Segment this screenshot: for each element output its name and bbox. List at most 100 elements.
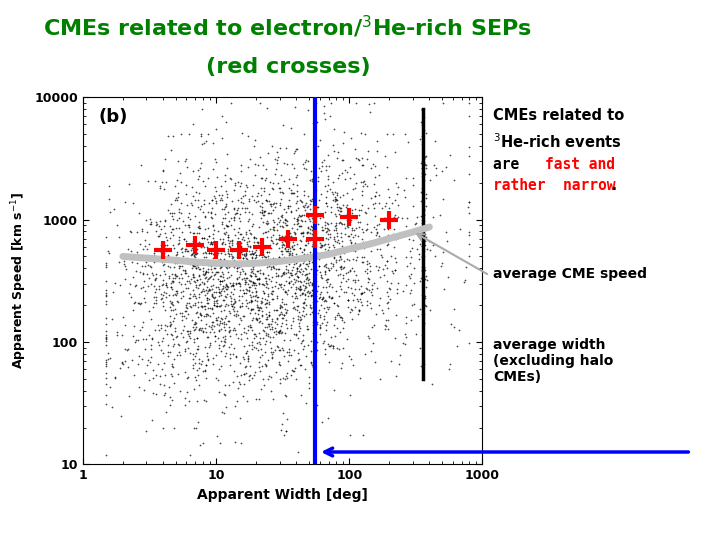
Point xyxy=(256,260,268,269)
Point xyxy=(210,268,222,276)
Point xyxy=(241,238,253,247)
Point xyxy=(235,248,247,256)
Point xyxy=(414,230,426,239)
Point xyxy=(238,327,250,336)
Point xyxy=(221,200,233,209)
Point xyxy=(458,278,469,286)
Point xyxy=(264,319,275,328)
Point xyxy=(320,276,331,285)
Point xyxy=(333,239,345,247)
Point xyxy=(242,303,253,312)
Point xyxy=(207,275,219,284)
Point xyxy=(176,293,187,302)
Point xyxy=(274,257,286,266)
Point xyxy=(255,296,266,305)
Point xyxy=(300,241,312,249)
Point xyxy=(382,288,393,297)
Point xyxy=(247,181,258,190)
Point xyxy=(228,225,240,233)
Point xyxy=(237,299,248,307)
Point xyxy=(137,269,148,278)
Point xyxy=(279,281,290,290)
Point xyxy=(274,187,286,196)
Point xyxy=(222,231,234,240)
Point xyxy=(207,214,218,223)
Point xyxy=(337,139,348,147)
Point xyxy=(443,365,454,374)
Point xyxy=(364,99,375,108)
Point xyxy=(102,247,114,255)
Point xyxy=(309,170,320,179)
Point xyxy=(166,282,177,291)
Point xyxy=(232,334,243,342)
Point xyxy=(348,255,359,264)
Point xyxy=(416,120,428,129)
Point xyxy=(280,216,292,225)
Point xyxy=(222,233,234,241)
Point xyxy=(192,334,203,342)
Point xyxy=(206,289,217,298)
Point xyxy=(215,194,227,202)
Point xyxy=(266,295,278,303)
Point xyxy=(178,322,189,330)
Point xyxy=(395,351,406,360)
Point xyxy=(290,254,302,263)
Point xyxy=(282,306,293,314)
Point xyxy=(197,269,209,278)
Point xyxy=(373,238,384,246)
Point xyxy=(365,347,377,356)
Point xyxy=(280,308,292,317)
Point xyxy=(352,276,364,285)
Point xyxy=(224,278,235,287)
Point xyxy=(218,390,230,399)
Point xyxy=(419,294,431,302)
Point xyxy=(252,238,264,246)
Point xyxy=(184,450,196,459)
Point xyxy=(302,254,314,263)
Point xyxy=(295,197,307,206)
Point xyxy=(220,201,232,210)
Point xyxy=(215,314,227,322)
Point xyxy=(332,232,343,240)
Point xyxy=(263,148,274,157)
Point xyxy=(222,190,233,199)
Point xyxy=(189,352,201,360)
Point xyxy=(166,298,178,306)
Point xyxy=(276,328,288,336)
Point xyxy=(219,301,230,310)
Point xyxy=(247,279,258,287)
Point xyxy=(148,258,159,267)
Point xyxy=(294,222,305,231)
Point xyxy=(184,301,196,310)
Point xyxy=(202,224,214,232)
Point xyxy=(144,262,156,271)
Point xyxy=(306,222,318,231)
Point xyxy=(251,267,263,275)
Point xyxy=(284,228,296,237)
Point xyxy=(271,320,283,329)
Point xyxy=(291,239,302,248)
Point xyxy=(187,322,199,331)
Point xyxy=(173,348,184,356)
Point xyxy=(294,291,306,299)
Point xyxy=(372,245,383,253)
Point xyxy=(152,360,163,368)
Point xyxy=(200,258,212,266)
Point xyxy=(372,221,383,230)
Point xyxy=(220,202,231,211)
Point xyxy=(251,314,263,323)
Point xyxy=(417,267,428,275)
Point xyxy=(224,326,235,334)
Point xyxy=(328,235,340,244)
Point xyxy=(328,196,339,205)
Point xyxy=(186,315,198,324)
Point xyxy=(157,334,168,342)
Point xyxy=(248,233,259,241)
Point xyxy=(228,245,240,254)
Point xyxy=(156,280,168,289)
Point xyxy=(368,98,379,107)
Point xyxy=(330,287,341,295)
Point xyxy=(215,317,226,326)
Point xyxy=(225,354,236,362)
Point xyxy=(414,343,426,352)
